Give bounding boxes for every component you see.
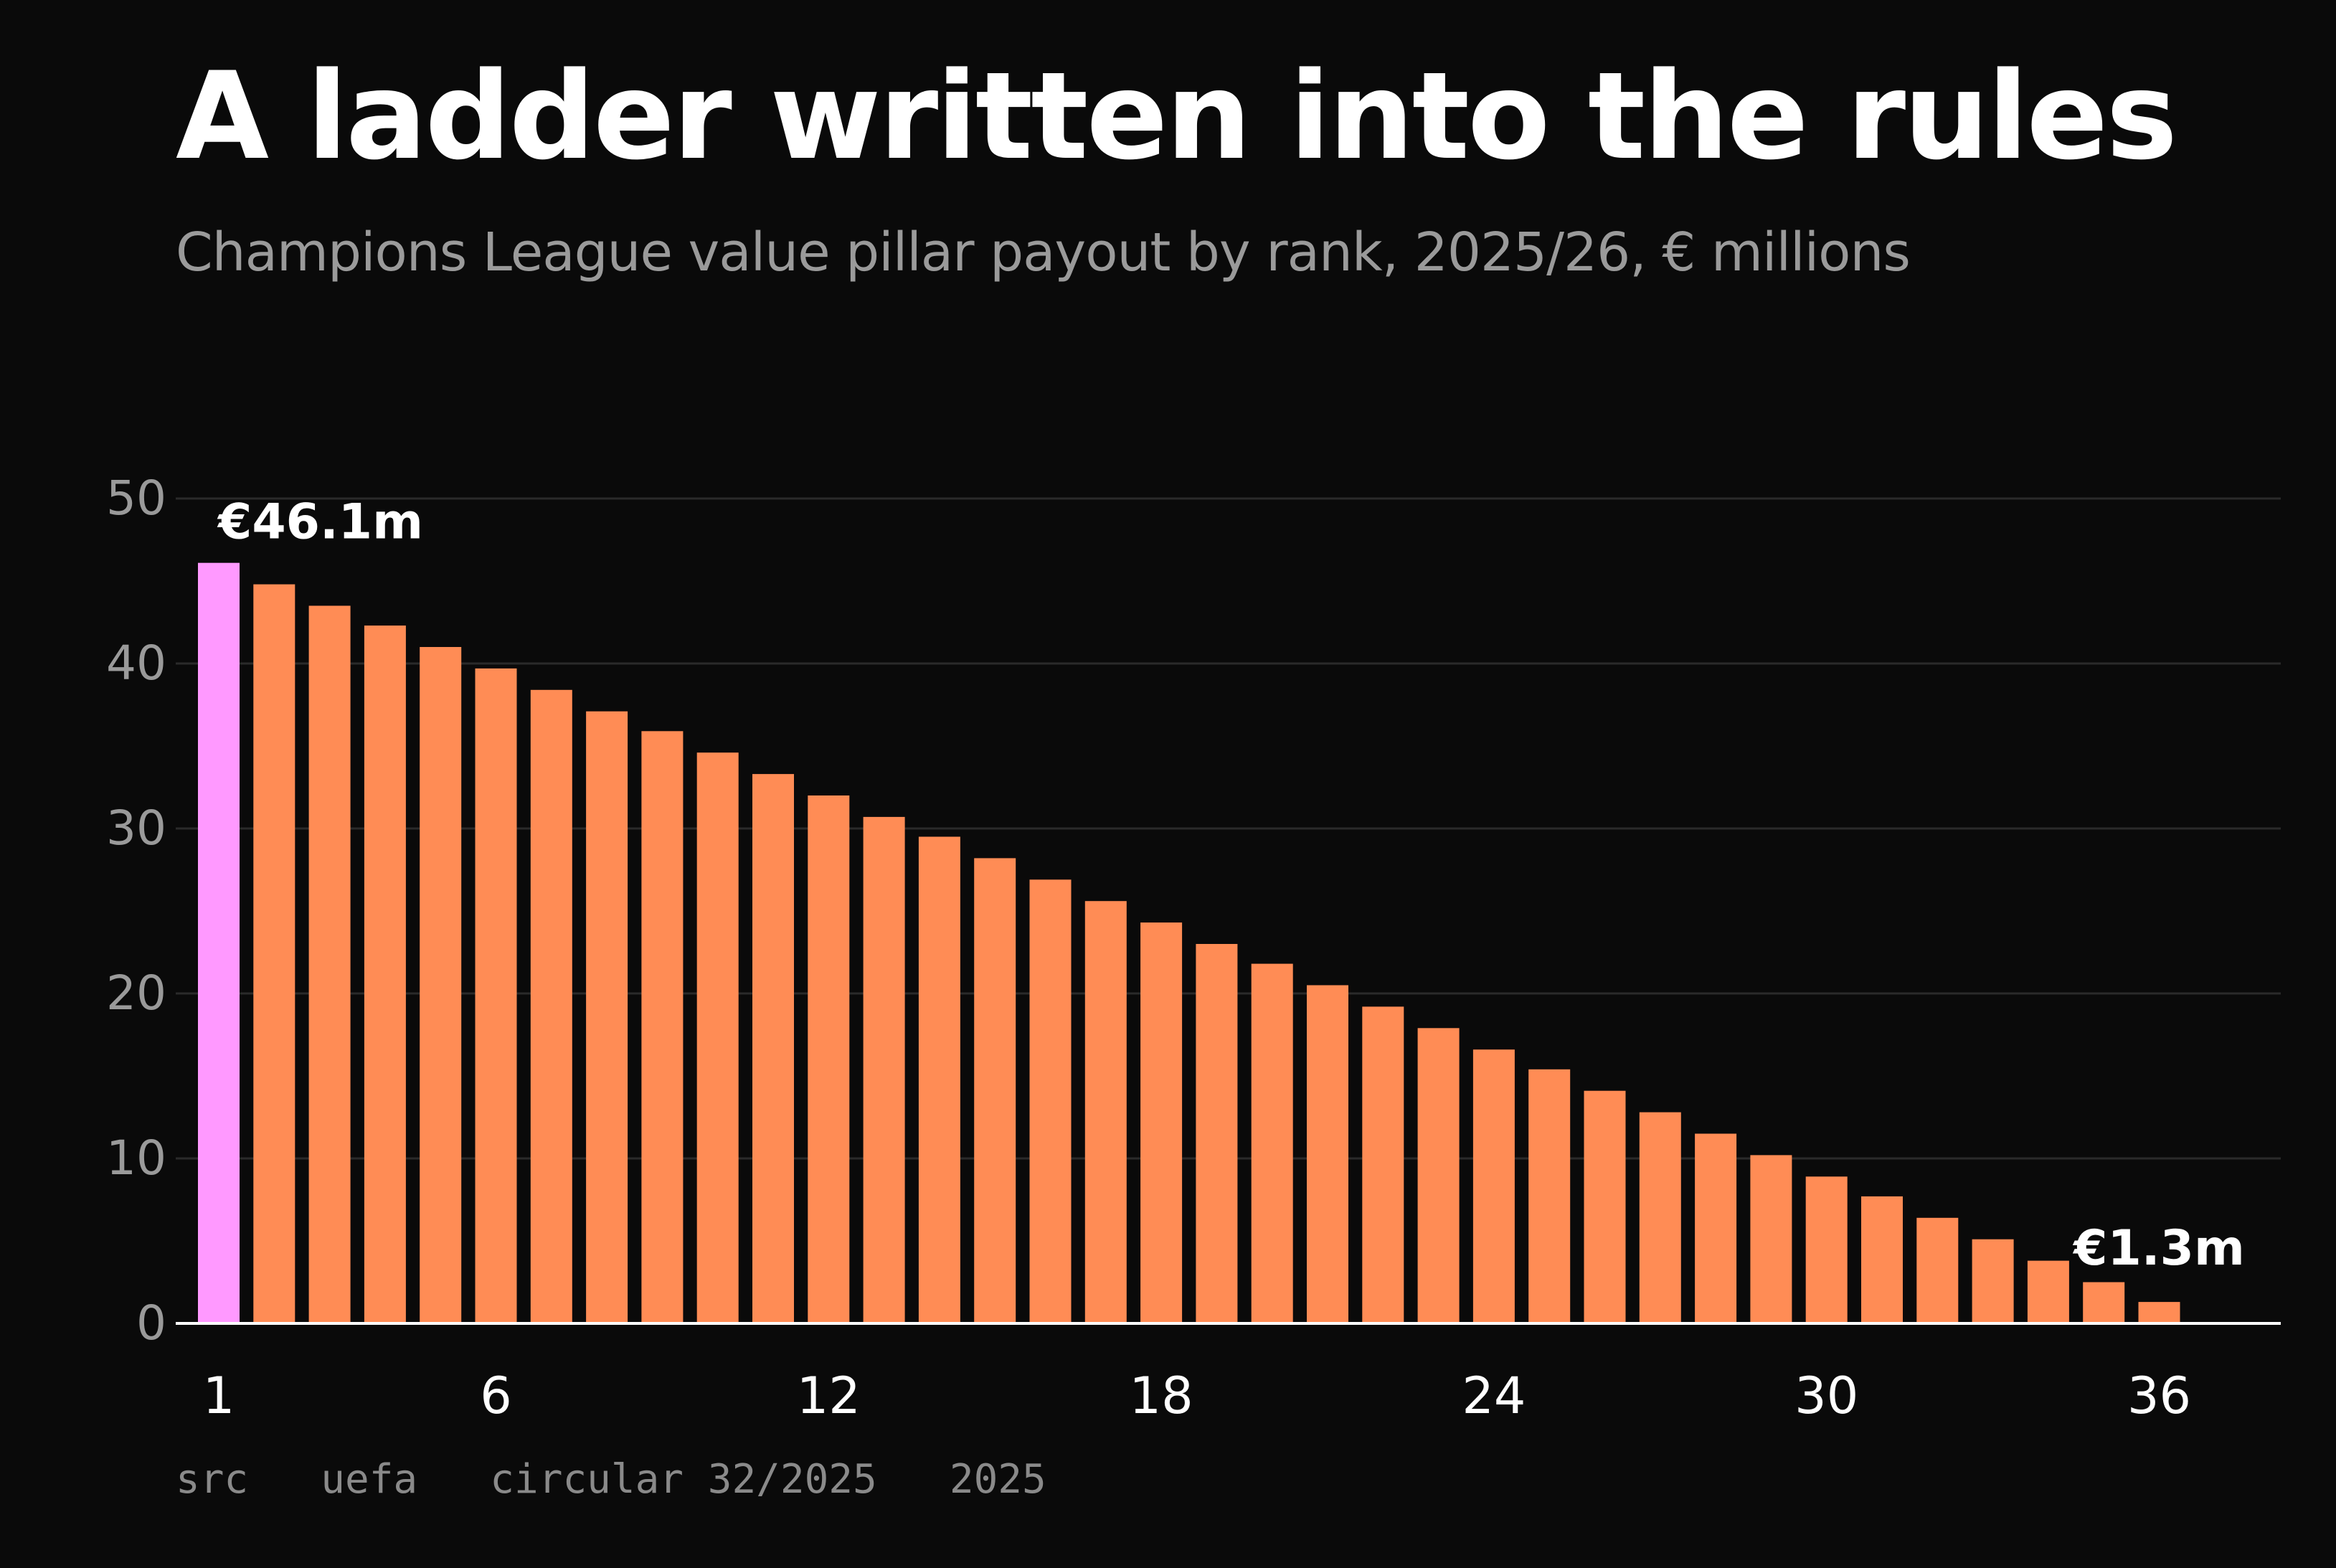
- bar-rank-1: [198, 562, 240, 1324]
- bar-rank-33: [1972, 1239, 2014, 1323]
- bar-rank-3: [308, 605, 351, 1323]
- x-tick-label: 30: [1794, 1366, 1858, 1425]
- x-tick-label: 36: [2127, 1366, 2191, 1425]
- y-tick-label: 50: [106, 471, 166, 526]
- x-axis-tick-labels: 1 6 12 18 24 30 36: [203, 1366, 2191, 1425]
- source-note: src uefa circular 32/2025 2025: [176, 1456, 1046, 1503]
- bar-rank-26: [1584, 1090, 1626, 1323]
- bar-rank-9: [641, 731, 684, 1323]
- bar-rank-2: [253, 584, 295, 1323]
- x-tick-label: 12: [797, 1366, 861, 1425]
- y-axis-tick-labels: 0 10 20 30 40 50: [106, 471, 166, 1351]
- bar-rank-7: [530, 689, 572, 1323]
- bar-rank-22: [1362, 1006, 1404, 1323]
- bar-rank-35: [2083, 1282, 2125, 1323]
- bar-rank-21: [1307, 985, 1348, 1323]
- bar-rank-10: [696, 752, 739, 1323]
- bar-rank-31: [1861, 1196, 1903, 1323]
- annotation-rank-1: €46.1m: [217, 494, 423, 551]
- bar-rank-34: [2027, 1260, 2069, 1323]
- bar-rank-16: [1029, 879, 1072, 1323]
- bar-rank-14: [918, 836, 960, 1323]
- chart-title: A ladder written into the rules: [176, 46, 2177, 186]
- bar-rank-25: [1528, 1069, 1571, 1323]
- bar-rank-18: [1140, 922, 1183, 1323]
- bar-rank-36: [2138, 1302, 2180, 1323]
- bars: [198, 562, 2180, 1324]
- bar-rank-6: [475, 668, 517, 1323]
- bar-rank-23: [1417, 1028, 1460, 1323]
- chart-subtitle: Champions League value pillar payout by …: [176, 222, 1911, 283]
- y-tick-label: 10: [106, 1130, 166, 1186]
- x-tick-label: 6: [480, 1366, 512, 1425]
- bar-rank-30: [1805, 1176, 1848, 1323]
- annotations: €46.1m €1.3m: [217, 494, 2245, 1277]
- bar-rank-20: [1251, 963, 1293, 1323]
- bar-rank-11: [752, 774, 794, 1323]
- y-tick-label: 30: [106, 800, 166, 856]
- bar-rank-5: [420, 647, 462, 1323]
- bar-rank-32: [1916, 1217, 1959, 1323]
- y-tick-label: 20: [106, 965, 166, 1021]
- bar-rank-29: [1750, 1155, 1792, 1323]
- x-tick-label: 24: [1462, 1366, 1526, 1425]
- x-tick-label: 18: [1130, 1366, 1193, 1425]
- bar-rank-28: [1695, 1133, 1737, 1323]
- bar-rank-8: [586, 711, 628, 1323]
- annotation-rank-36: €1.3m: [2072, 1220, 2245, 1277]
- x-tick-label: 1: [203, 1366, 235, 1425]
- bar-rank-19: [1196, 944, 1238, 1323]
- bar-rank-13: [863, 816, 905, 1323]
- bar-rank-12: [808, 795, 850, 1323]
- bar-rank-4: [364, 625, 406, 1323]
- bar-rank-15: [974, 858, 1016, 1323]
- bar-rank-24: [1472, 1049, 1515, 1323]
- y-tick-label: 40: [106, 636, 166, 691]
- bar-rank-27: [1639, 1112, 1681, 1323]
- y-tick-label: 0: [136, 1295, 166, 1351]
- bar-rank-17: [1084, 901, 1127, 1323]
